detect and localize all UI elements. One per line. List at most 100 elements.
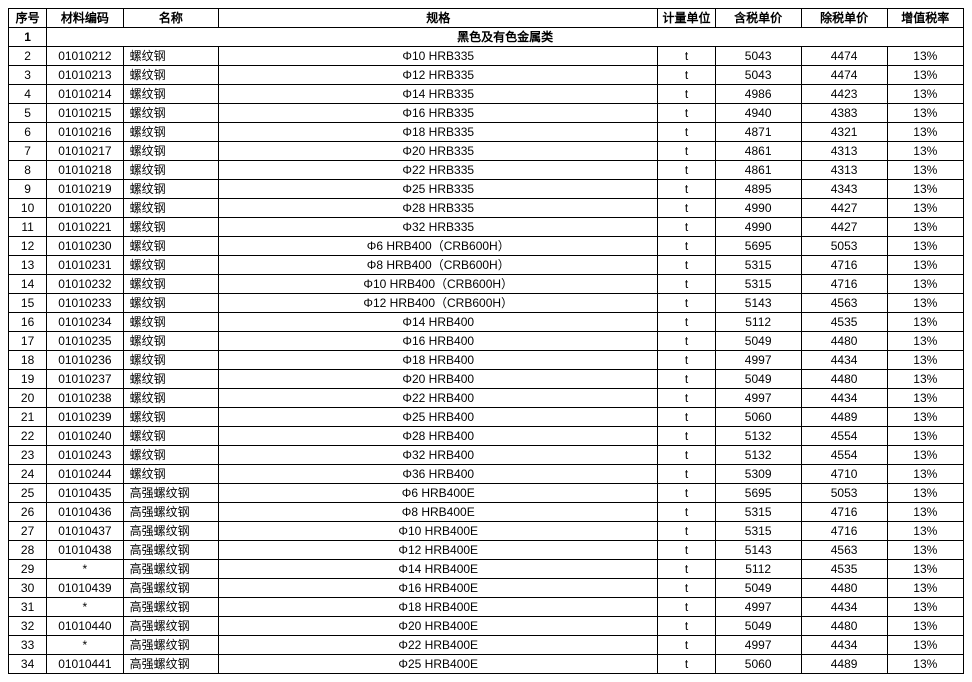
cell-price-net: 4489 (801, 408, 887, 427)
table-row: 2001010238螺纹钢Φ22 HRB400t4997443413% (9, 389, 964, 408)
cell-unit: t (658, 332, 715, 351)
cell-price-net: 4423 (801, 85, 887, 104)
cell-price-net: 4563 (801, 541, 887, 560)
cell-price-tax: 5049 (715, 617, 801, 636)
cell-code: 01010230 (47, 237, 123, 256)
cell-tax-rate: 13% (887, 351, 963, 370)
cell-name: 螺纹钢 (123, 218, 219, 237)
table-header: 序号 材料编码 名称 规格 计量单位 含税单价 除税单价 增值税率 (9, 9, 964, 28)
cell-price-tax: 5049 (715, 370, 801, 389)
cell-seq: 19 (9, 370, 47, 389)
cell-code: * (47, 636, 123, 655)
cell-spec: Φ22 HRB400 (219, 389, 658, 408)
cell-price-tax: 5143 (715, 541, 801, 560)
cell-price-net: 4489 (801, 655, 887, 674)
cell-price-tax: 5043 (715, 47, 801, 66)
cell-tax-rate: 13% (887, 199, 963, 218)
cell-tax-rate: 13% (887, 617, 963, 636)
cell-spec: Φ18 HRB400E (219, 598, 658, 617)
col-header-code: 材料编码 (47, 9, 123, 28)
cell-price-tax: 5132 (715, 446, 801, 465)
cell-tax-rate: 13% (887, 541, 963, 560)
cell-seq: 25 (9, 484, 47, 503)
cell-seq: 2 (9, 47, 47, 66)
cell-spec: Φ22 HRB400E (219, 636, 658, 655)
cell-unit: t (658, 389, 715, 408)
table-row: 1301010231螺纹钢Φ8 HRB400（CRB600H）t53154716… (9, 256, 964, 275)
cell-unit: t (658, 85, 715, 104)
table-row: 3001010439高强螺纹钢Φ16 HRB400Et5049448013% (9, 579, 964, 598)
cell-seq: 33 (9, 636, 47, 655)
cell-price-tax: 5315 (715, 256, 801, 275)
cell-price-tax: 4861 (715, 142, 801, 161)
table-row: 2701010437高强螺纹钢Φ10 HRB400Et5315471613% (9, 522, 964, 541)
cell-price-net: 4474 (801, 66, 887, 85)
cell-unit: t (658, 313, 715, 332)
cell-name: 高强螺纹钢 (123, 598, 219, 617)
cell-price-net: 4716 (801, 503, 887, 522)
cell-code: 01010439 (47, 579, 123, 598)
table-row: 2801010438高强螺纹钢Φ12 HRB400Et5143456313% (9, 541, 964, 560)
cell-spec: Φ22 HRB335 (219, 161, 658, 180)
cell-price-net: 4343 (801, 180, 887, 199)
cell-code: 01010219 (47, 180, 123, 199)
cell-price-tax: 5060 (715, 655, 801, 674)
cell-price-net: 4554 (801, 427, 887, 446)
cell-seq: 18 (9, 351, 47, 370)
cell-tax-rate: 13% (887, 218, 963, 237)
cell-spec: Φ20 HRB400 (219, 370, 658, 389)
cell-spec: Φ6 HRB400E (219, 484, 658, 503)
cell-price-tax: 4997 (715, 351, 801, 370)
cell-price-tax: 5132 (715, 427, 801, 446)
table-row: 301010213螺纹钢Φ12 HRB335t5043447413% (9, 66, 964, 85)
table-row: 801010218螺纹钢Φ22 HRB335t4861431313% (9, 161, 964, 180)
cell-tax-rate: 13% (887, 484, 963, 503)
cell-name: 高强螺纹钢 (123, 636, 219, 655)
cell-price-tax: 4990 (715, 218, 801, 237)
cell-name: 螺纹钢 (123, 237, 219, 256)
cell-name: 高强螺纹钢 (123, 579, 219, 598)
table-row: 1801010236螺纹钢Φ18 HRB400t4997443413% (9, 351, 964, 370)
table-row: 2601010436高强螺纹钢Φ8 HRB400Et5315471613% (9, 503, 964, 522)
cell-unit: t (658, 256, 715, 275)
table-row: 2401010244螺纹钢Φ36 HRB400t5309471013% (9, 465, 964, 484)
cell-name: 高强螺纹钢 (123, 617, 219, 636)
cell-unit: t (658, 655, 715, 674)
cell-code: 01010216 (47, 123, 123, 142)
cell-tax-rate: 13% (887, 370, 963, 389)
cell-price-tax: 4997 (715, 636, 801, 655)
cell-code: 01010240 (47, 427, 123, 446)
table-row: 2101010239螺纹钢Φ25 HRB400t5060448913% (9, 408, 964, 427)
col-header-tax-rate: 增值税率 (887, 9, 963, 28)
cell-price-tax: 5049 (715, 332, 801, 351)
cell-spec: Φ10 HRB335 (219, 47, 658, 66)
cell-price-net: 4434 (801, 351, 887, 370)
cell-code: 01010435 (47, 484, 123, 503)
cell-price-net: 4427 (801, 199, 887, 218)
table-row: 401010214螺纹钢Φ14 HRB335t4986442313% (9, 85, 964, 104)
cell-spec: Φ8 HRB400（CRB600H） (219, 256, 658, 275)
cell-unit: t (658, 484, 715, 503)
cell-price-tax: 5695 (715, 484, 801, 503)
cell-price-net: 4434 (801, 389, 887, 408)
table-row: 2501010435高强螺纹钢Φ6 HRB400Et5695505313% (9, 484, 964, 503)
cell-code: 01010236 (47, 351, 123, 370)
cell-tax-rate: 13% (887, 579, 963, 598)
cell-unit: t (658, 218, 715, 237)
cell-price-tax: 5112 (715, 313, 801, 332)
cell-code: 01010243 (47, 446, 123, 465)
cell-spec: Φ25 HRB400E (219, 655, 658, 674)
cell-code: 01010441 (47, 655, 123, 674)
cell-unit: t (658, 636, 715, 655)
table-row: 601010216螺纹钢Φ18 HRB335t4871432113% (9, 123, 964, 142)
cell-tax-rate: 13% (887, 655, 963, 674)
cell-name: 高强螺纹钢 (123, 503, 219, 522)
cell-code: 01010214 (47, 85, 123, 104)
cell-price-tax: 4895 (715, 180, 801, 199)
cell-tax-rate: 13% (887, 465, 963, 484)
cell-seq: 21 (9, 408, 47, 427)
cell-price-net: 5053 (801, 237, 887, 256)
cell-seq: 3 (9, 66, 47, 85)
cell-name: 螺纹钢 (123, 142, 219, 161)
cell-code: * (47, 598, 123, 617)
